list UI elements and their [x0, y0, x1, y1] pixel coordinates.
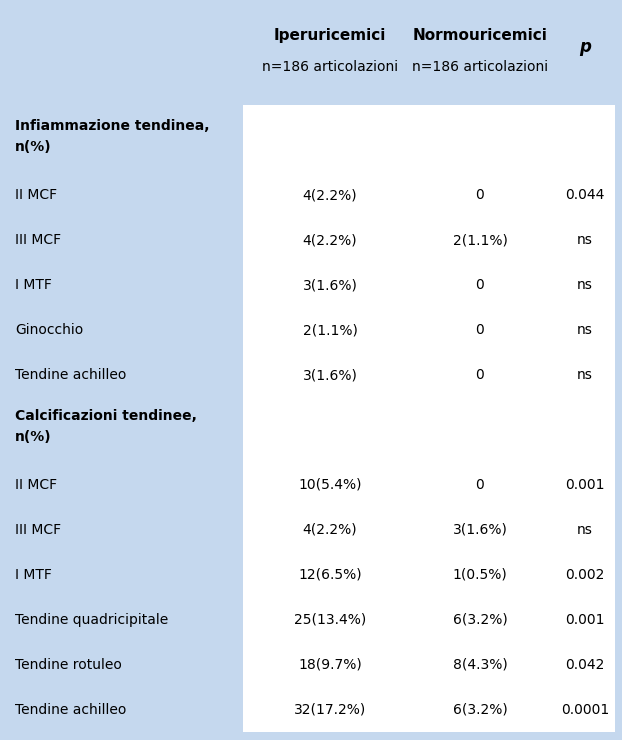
Text: I MTF: I MTF	[15, 278, 52, 292]
Text: 6(3.2%): 6(3.2%)	[453, 613, 508, 627]
Text: ns: ns	[577, 368, 593, 382]
Text: n=186 articolazioni: n=186 articolazioni	[412, 60, 548, 74]
Text: 3(1.6%): 3(1.6%)	[453, 523, 508, 537]
Text: 4(2.2%): 4(2.2%)	[303, 189, 357, 203]
Text: II MCF: II MCF	[15, 189, 57, 203]
Text: 0: 0	[476, 278, 485, 292]
Text: 0.0001: 0.0001	[561, 702, 609, 716]
Text: ns: ns	[577, 233, 593, 247]
Text: n(%): n(%)	[15, 140, 52, 154]
Text: III MCF: III MCF	[15, 233, 61, 247]
Text: I MTF: I MTF	[15, 568, 52, 582]
Text: Tendine achilleo: Tendine achilleo	[15, 702, 126, 716]
Text: 2(1.1%): 2(1.1%)	[302, 323, 358, 337]
Text: 12(6.5%): 12(6.5%)	[298, 568, 362, 582]
Text: n=186 articolazioni: n=186 articolazioni	[262, 60, 398, 74]
Text: Ginocchio: Ginocchio	[15, 323, 83, 337]
Text: 0.002: 0.002	[565, 568, 605, 582]
Text: 0: 0	[476, 323, 485, 337]
Text: 25(13.4%): 25(13.4%)	[294, 613, 366, 627]
Text: 3(1.6%): 3(1.6%)	[302, 278, 358, 292]
Text: 1(0.5%): 1(0.5%)	[453, 568, 508, 582]
Text: 8(4.3%): 8(4.3%)	[453, 658, 508, 672]
Text: 0.042: 0.042	[565, 658, 605, 672]
Text: ns: ns	[577, 278, 593, 292]
Text: 2(1.1%): 2(1.1%)	[453, 233, 508, 247]
Text: ns: ns	[577, 323, 593, 337]
Text: 0.001: 0.001	[565, 613, 605, 627]
Text: 6(3.2%): 6(3.2%)	[453, 702, 508, 716]
Text: 3(1.6%): 3(1.6%)	[302, 368, 358, 382]
Text: 4(2.2%): 4(2.2%)	[303, 233, 357, 247]
Text: III MCF: III MCF	[15, 523, 61, 537]
Text: n(%): n(%)	[15, 429, 52, 443]
Text: 0.044: 0.044	[565, 189, 605, 203]
Text: Infiammazione tendinea,: Infiammazione tendinea,	[15, 119, 210, 133]
Text: Tendine rotuleo: Tendine rotuleo	[15, 658, 122, 672]
Text: 0.001: 0.001	[565, 478, 605, 492]
Text: Tendine quadricipitale: Tendine quadricipitale	[15, 613, 168, 627]
Text: 18(9.7%): 18(9.7%)	[298, 658, 362, 672]
Text: Tendine achilleo: Tendine achilleo	[15, 368, 126, 382]
Text: 10(5.4%): 10(5.4%)	[299, 478, 362, 492]
Text: ns: ns	[577, 523, 593, 537]
Text: Iperuricemici: Iperuricemici	[274, 28, 386, 43]
Text: 0: 0	[476, 189, 485, 203]
Text: 0: 0	[476, 478, 485, 492]
FancyBboxPatch shape	[243, 105, 615, 732]
Text: 0: 0	[476, 368, 485, 382]
Text: 32(17.2%): 32(17.2%)	[294, 702, 366, 716]
Text: Normouricemici: Normouricemici	[412, 28, 547, 43]
Text: Calcificazioni tendinee,: Calcificazioni tendinee,	[15, 408, 197, 423]
Text: p: p	[579, 38, 591, 56]
Text: II MCF: II MCF	[15, 478, 57, 492]
Text: 4(2.2%): 4(2.2%)	[303, 523, 357, 537]
